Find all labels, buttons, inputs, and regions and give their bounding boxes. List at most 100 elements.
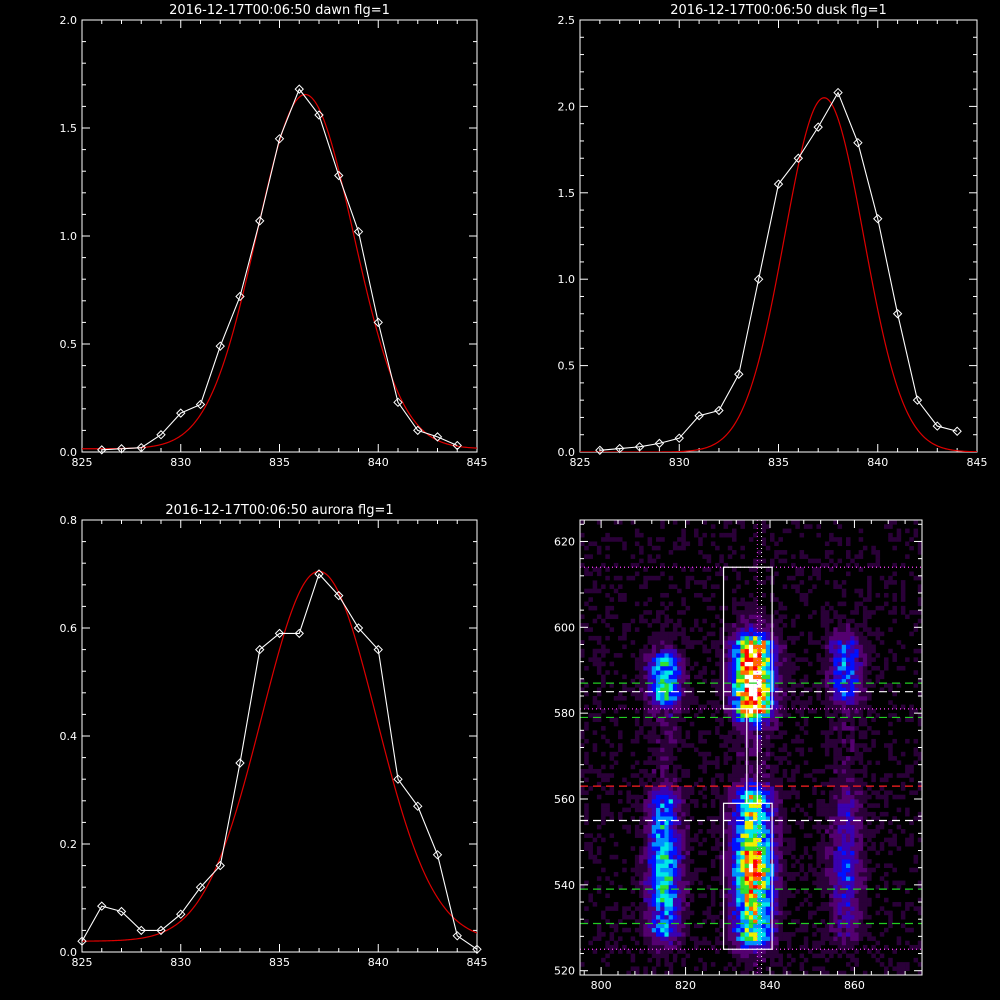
heatmap-cell [786,790,792,796]
heatmap-cell [753,884,758,890]
y-tick-label: 540 [554,879,575,892]
data-point-diamond [694,411,704,421]
x-tick-label: 830 [669,456,690,469]
heatmap-cell [917,601,923,607]
heatmap-cell [732,588,737,594]
heatmap-cell [647,674,653,680]
heatmap-cell [913,859,919,864]
heatmap-cell [748,867,754,873]
heatmap-cell [660,829,665,834]
heatmap-cell [715,773,720,778]
heatmap-cell [609,751,615,757]
heatmap-cell [795,584,800,589]
heatmap-cell [656,614,661,620]
heatmap-cell [913,520,919,525]
heatmap-cell [778,713,783,718]
heatmap-cell [808,524,813,529]
heatmap-cell [639,871,644,877]
heatmap-cell [850,618,855,624]
heatmap-cell [732,743,737,748]
heatmap-cell [786,876,792,881]
heatmap-cell [727,893,733,899]
heatmap-cell [677,829,682,834]
heatmap-cell [795,588,800,594]
heatmap-cell [647,790,653,796]
heatmap-cell [757,897,762,903]
heatmap-cell [630,936,636,941]
heatmap-cell [702,940,707,946]
heatmap-cell [719,571,724,577]
heatmap-cell [677,867,682,873]
heatmap-cell [765,936,771,941]
heatmap-cell [884,863,889,868]
heatmap-cell [786,528,792,534]
heatmap-cell [770,970,775,976]
heatmap-cell [685,927,691,933]
heatmap-cell [803,923,809,929]
heatmap-cell [858,665,864,671]
y-tick-label: 1.0 [60,230,78,243]
heatmap-cell [774,554,779,559]
heatmap-cell [846,781,851,787]
heatmap-cell [829,687,834,692]
heatmap-cell [778,927,783,933]
heatmap-cell [765,623,771,628]
heatmap-cell [630,691,636,697]
heatmap-cell [917,910,923,916]
heatmap-cell [833,756,838,761]
heatmap-cell [736,854,741,860]
heatmap-cell [698,704,703,710]
heatmap-cell [651,970,657,976]
heatmap-cell [715,876,720,881]
heatmap-cell [753,670,758,675]
heatmap-cell [799,962,805,967]
heatmap-cell [685,854,691,860]
heatmap-cell [685,871,691,877]
heatmap-cell [791,640,796,645]
heatmap-cell [782,889,788,894]
heatmap-cell [660,914,665,920]
heatmap-cell [841,678,847,684]
heatmap-cell [732,940,737,946]
heatmap-cell [837,687,843,692]
heatmap-cell [837,833,843,838]
heatmap-cell [862,665,868,671]
heatmap-cell [744,657,750,662]
heatmap-cell [888,648,893,654]
heatmap-cell [740,691,745,697]
heatmap-cell [757,614,762,620]
heatmap-cell [694,871,699,877]
heatmap-cell [799,953,805,959]
heatmap-cell [630,957,636,963]
heatmap-cell [660,670,665,675]
heatmap-cell [723,876,729,881]
heatmap-cell [799,592,805,598]
heatmap-cell [761,695,767,701]
heatmap-cell [774,902,779,907]
heatmap-cell [867,700,872,705]
heatmap-cell [643,820,648,826]
heatmap-cell [660,850,665,856]
heatmap-cell [913,657,919,662]
heatmap-cell [867,640,872,645]
heatmap-cell [850,665,855,671]
heatmap-cell [685,790,691,796]
heatmap-cell [774,756,779,761]
heatmap-cell [732,837,737,843]
heatmap-cell [812,880,817,886]
heatmap-cell [588,846,593,851]
heatmap-cell [782,768,788,774]
heatmap-cell [782,932,788,937]
heatmap-cell [626,627,631,632]
heatmap-cell [736,726,741,731]
heatmap-cell [913,623,919,628]
heatmap-cell [694,592,699,598]
heatmap-cell [829,940,834,946]
heatmap-cell [601,708,606,714]
heatmap-cell [862,743,868,748]
heatmap-cell [803,773,809,778]
heatmap-cell [643,678,648,684]
data-point-diamond [892,309,903,319]
heatmap-cell [862,884,868,890]
heatmap-cell [862,721,868,727]
